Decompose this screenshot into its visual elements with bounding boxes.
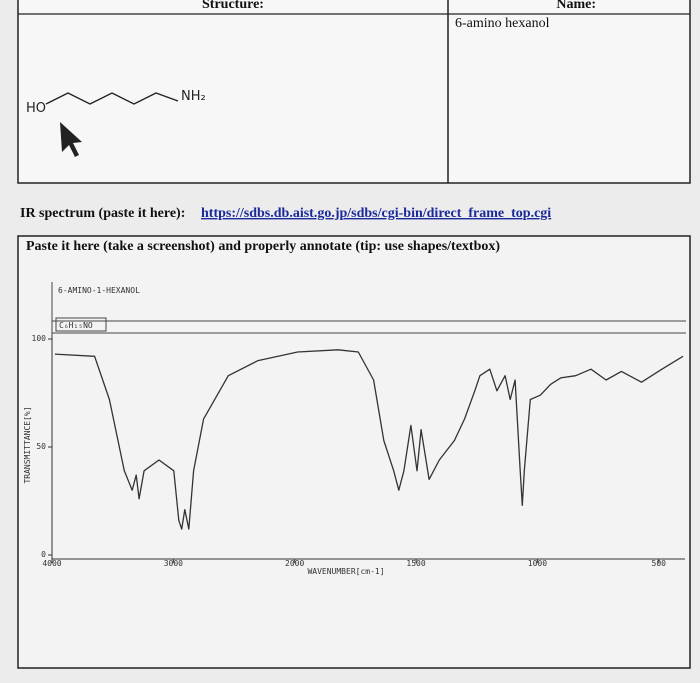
ho-label: HO <box>26 101 46 116</box>
y-tick-label: 0 <box>41 550 46 559</box>
formula-box <box>55 317 107 332</box>
spectrum-line <box>54 349 684 530</box>
nh2-label: NH₂ <box>181 89 206 104</box>
x-axis-label: WAVENUMBER[cm-1] <box>307 567 384 576</box>
name-header: Name: <box>556 0 596 12</box>
x-tick-label: 3000 <box>164 559 183 568</box>
structure-header: Structure: <box>202 0 264 12</box>
molecule-bonds <box>45 92 179 105</box>
y-tick-label: 100 <box>32 334 47 343</box>
y-tick-label: 50 <box>36 442 46 451</box>
x-tick-label: 1000 <box>528 559 547 568</box>
spectrum-title: 6-AMINO-1-HEXANOL <box>58 286 140 295</box>
structure-table <box>17 0 691 184</box>
spectrum-formula: C₆H₁₅NO <box>59 321 93 330</box>
cursor-icon <box>60 122 82 157</box>
x-tick-label: 2000 <box>285 559 304 568</box>
paste-instruction: Paste it here (take a screenshot) and pr… <box>26 239 500 254</box>
ir-link[interactable]: https://sdbs.db.aist.go.jp/sdbs/cgi-bin/… <box>201 206 551 221</box>
compound-name: 6-amino hexanol <box>455 16 550 31</box>
ir-label: IR spectrum (paste it here): <box>20 206 185 221</box>
x-tick-label: 500 <box>652 559 667 568</box>
paste-box <box>17 235 691 669</box>
x-tick-label: 1500 <box>406 559 425 568</box>
x-tick-label: 4000 <box>42 559 61 568</box>
y-axis-label: TRANSMITTANCE[%] <box>23 406 32 483</box>
